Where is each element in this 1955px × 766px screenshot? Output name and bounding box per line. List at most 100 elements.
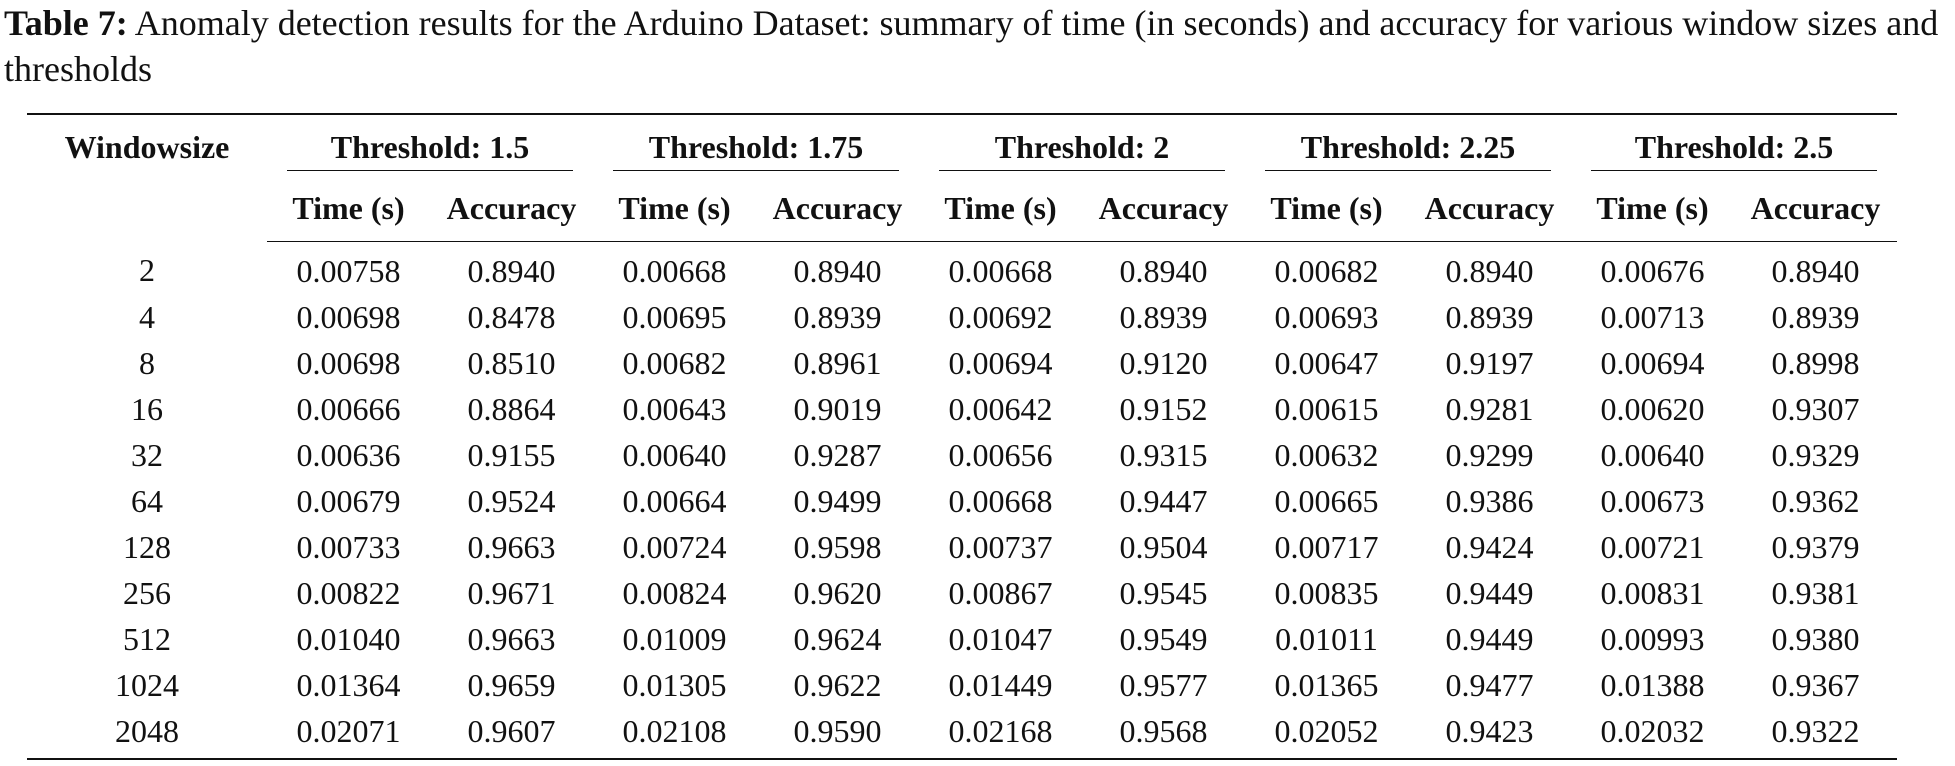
window-size-cell: 2 [139, 252, 155, 289]
group-label: Threshold: 2 [939, 119, 1225, 171]
value-cell: 0.00636 [296, 436, 401, 473]
value-cell: 0.02168 [948, 712, 1053, 749]
value-cell: 0.00668 [948, 252, 1053, 289]
value-cell: 0.00733 [296, 528, 401, 565]
value-cell: 0.00682 [622, 344, 727, 381]
column-header: Time (s) [267, 175, 430, 242]
table-row: 1024 0.01364 0.9659 0.01305 0.9622 0.01449 0.9… [27, 662, 1897, 708]
value-cell: 0.00632 [1274, 436, 1379, 473]
group-label: Threshold: 1.5 [287, 119, 573, 171]
value-cell: 0.9568 [1119, 712, 1208, 749]
value-cell: 0.00682 [1274, 252, 1379, 289]
value-cell: 0.9624 [793, 620, 882, 657]
column-header: Time (s) [1245, 175, 1408, 242]
value-cell: 0.00673 [1600, 482, 1705, 519]
window-size-cell: 4 [139, 298, 155, 335]
column-header: Accuracy [430, 175, 593, 242]
value-cell: 0.9155 [467, 436, 556, 473]
value-cell: 0.9545 [1119, 574, 1208, 611]
window-size-cell: 512 [123, 620, 171, 657]
value-cell: 0.8939 [793, 298, 882, 335]
value-cell: 0.00724 [622, 528, 727, 565]
value-cell: 0.00867 [948, 574, 1053, 611]
value-cell: 0.00713 [1600, 298, 1705, 335]
window-size-cell: 2048 [115, 712, 179, 749]
value-cell: 0.9659 [467, 666, 556, 703]
value-cell: 0.8940 [1771, 252, 1860, 289]
value-cell: 0.00640 [1600, 436, 1705, 473]
value-cell: 0.9524 [467, 482, 556, 519]
value-cell: 0.00692 [948, 298, 1053, 335]
table-row: 2048 0.02071 0.9607 0.02108 0.9590 0.02168 0.9… [27, 708, 1897, 759]
value-cell: 0.01040 [296, 620, 401, 657]
value-cell: 0.9598 [793, 528, 882, 565]
window-size-cell: 1024 [115, 666, 179, 703]
group-label: Threshold: 2.25 [1265, 119, 1551, 171]
column-header: Accuracy [1734, 175, 1897, 242]
value-cell: 0.00822 [296, 574, 401, 611]
value-cell: 0.9152 [1119, 390, 1208, 427]
value-cell: 0.8940 [1445, 252, 1534, 289]
value-cell: 0.00642 [948, 390, 1053, 427]
value-cell: 0.00737 [948, 528, 1053, 565]
caption-text: Anomaly detection results for the Arduin… [4, 3, 1939, 89]
value-cell: 0.00698 [296, 298, 401, 335]
value-cell: 0.02071 [296, 712, 401, 749]
value-cell: 0.9622 [793, 666, 882, 703]
column-header: Time (s) [1571, 175, 1734, 242]
value-cell: 0.9120 [1119, 344, 1208, 381]
value-cell: 0.00643 [622, 390, 727, 427]
column-header: Time (s) [593, 175, 756, 242]
value-cell: 0.01011 [1275, 620, 1378, 657]
value-cell: 0.9386 [1445, 482, 1534, 519]
subheader-row: Time (s) Accuracy Time (s) Accuracy Time (s)… [27, 175, 1897, 242]
value-cell: 0.00835 [1274, 574, 1379, 611]
value-cell: 0.8478 [467, 298, 556, 335]
column-header: Accuracy [756, 175, 919, 242]
value-cell: 0.00694 [948, 344, 1053, 381]
value-cell: 0.00665 [1274, 482, 1379, 519]
value-cell: 0.9423 [1445, 712, 1534, 749]
group-label: Threshold: 1.75 [613, 119, 899, 171]
value-cell: 0.8961 [793, 344, 882, 381]
value-cell: 0.01305 [622, 666, 727, 703]
table-row: 2 0.00758 0.8940 0.00668 0.8940 0.00668 0.8940… [27, 242, 1897, 295]
value-cell: 0.00698 [296, 344, 401, 381]
value-cell: 0.9379 [1771, 528, 1860, 565]
value-cell: 0.9549 [1119, 620, 1208, 657]
table-head: Windowsize Threshold: 1.5 Threshold: 1.75… [27, 114, 1897, 242]
value-cell: 0.01047 [948, 620, 1053, 657]
table-row: 32 0.00636 0.9155 0.00640 0.9287 0.00656 0.931… [27, 432, 1897, 478]
value-cell: 0.9447 [1119, 482, 1208, 519]
value-cell: 0.9307 [1771, 390, 1860, 427]
value-cell: 0.9019 [793, 390, 882, 427]
value-cell: 0.02108 [622, 712, 727, 749]
value-cell: 0.8998 [1771, 344, 1860, 381]
value-cell: 0.00824 [622, 574, 727, 611]
value-cell: 0.8940 [793, 252, 882, 289]
value-cell: 0.9477 [1445, 666, 1534, 703]
value-cell: 0.9362 [1771, 482, 1860, 519]
column-header: Accuracy [1082, 175, 1245, 242]
value-cell: 0.9671 [467, 574, 556, 611]
value-cell: 0.9424 [1445, 528, 1534, 565]
value-cell: 0.00679 [296, 482, 401, 519]
table-row: 16 0.00666 0.8864 0.00643 0.9019 0.00642 0.915… [27, 386, 1897, 432]
value-cell: 0.00693 [1274, 298, 1379, 335]
window-size-cell: 8 [139, 344, 155, 381]
value-cell: 0.9449 [1445, 620, 1534, 657]
value-cell: 0.8939 [1771, 298, 1860, 335]
row-header: Windowsize [64, 129, 230, 165]
value-cell: 0.9590 [793, 712, 882, 749]
table-row: 4 0.00698 0.8478 0.00695 0.8939 0.00692 0.8939… [27, 294, 1897, 340]
value-cell: 0.9663 [467, 620, 556, 657]
value-cell: 0.00615 [1274, 390, 1379, 427]
value-cell: 0.02052 [1274, 712, 1379, 749]
value-cell: 0.02032 [1600, 712, 1705, 749]
value-cell: 0.00640 [622, 436, 727, 473]
value-cell: 0.00668 [948, 482, 1053, 519]
table-row: 8 0.00698 0.8510 0.00682 0.8961 0.00694 0.9120… [27, 340, 1897, 386]
value-cell: 0.9607 [467, 712, 556, 749]
window-size-cell: 16 [131, 390, 163, 427]
